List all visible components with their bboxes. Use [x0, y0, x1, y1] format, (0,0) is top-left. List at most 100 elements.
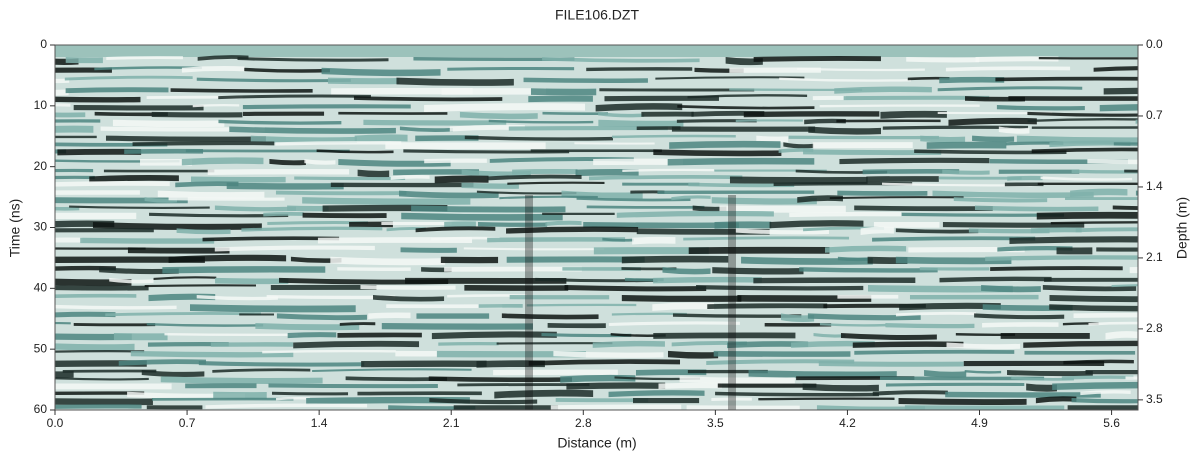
texture-band [895, 256, 1012, 265]
texture-band [655, 76, 805, 80]
x-tick-label: 1.4 [311, 416, 328, 430]
texture-band [632, 236, 676, 245]
texture-band [562, 267, 641, 271]
texture-band [65, 57, 103, 64]
texture-band [589, 175, 743, 181]
texture-band [112, 119, 225, 128]
texture-band [995, 76, 1138, 82]
texture-band [463, 247, 605, 251]
texture-band [113, 333, 168, 341]
texture-band [144, 284, 256, 288]
texture-band [610, 333, 666, 337]
texture-band [1135, 119, 1138, 124]
texture-band [1065, 197, 1138, 201]
texture-band [677, 105, 815, 110]
texture-band [812, 95, 847, 101]
texture-band [990, 266, 1123, 271]
vertical-anomaly [728, 195, 736, 410]
texture-band [758, 397, 895, 401]
texture-band [867, 285, 1013, 293]
texture-band [263, 211, 304, 217]
texture-band [526, 303, 637, 307]
texture-band [55, 228, 154, 233]
texture-band [542, 212, 615, 216]
texture-band [1075, 227, 1138, 233]
texture-band [444, 221, 476, 228]
texture-band [141, 369, 205, 378]
texture-band [662, 267, 711, 275]
texture-band [386, 304, 503, 309]
texture-band [62, 369, 157, 373]
texture-band [715, 391, 879, 397]
texture-band [1049, 140, 1131, 148]
texture-band [1026, 383, 1057, 392]
texture-band [1085, 369, 1138, 375]
texture-band [73, 105, 204, 111]
texture-band [1008, 96, 1138, 101]
texture-band [290, 256, 342, 263]
texture-band [998, 169, 1080, 174]
texture-band [719, 205, 846, 213]
texture-band [1007, 175, 1043, 181]
texture-band [69, 205, 210, 209]
texture-band [339, 322, 376, 326]
texture-band [1129, 267, 1138, 274]
texture-band [55, 304, 177, 310]
y-axis-title: Time (ns) [7, 199, 23, 258]
texture-band [357, 169, 390, 178]
texture-band [162, 266, 326, 274]
texture-band [547, 322, 606, 329]
texture-band [803, 226, 885, 232]
texture-band [1031, 126, 1138, 129]
texture-band [895, 311, 976, 317]
texture-band [55, 168, 94, 173]
texture-band [55, 181, 170, 187]
texture-band [812, 142, 913, 149]
texture-band [598, 111, 645, 118]
y2-tick-label: 2.1 [1146, 250, 1163, 264]
texture-band [205, 403, 368, 409]
texture-band [501, 313, 599, 320]
texture-band [55, 350, 145, 353]
texture-band [55, 247, 146, 250]
texture-band [457, 383, 590, 387]
texture-band [337, 267, 411, 271]
texture-band [1011, 376, 1074, 381]
texture-band [506, 256, 645, 263]
texture-band [641, 111, 694, 117]
texture-band [593, 158, 684, 166]
x-tick-label: 4.2 [839, 416, 856, 430]
texture-band [431, 236, 500, 241]
texture-band [652, 302, 715, 311]
texture-band [1135, 190, 1138, 196]
texture-band [65, 87, 169, 94]
texture-band [688, 182, 795, 188]
texture-band [880, 110, 947, 119]
texture-band [955, 333, 1016, 337]
texture-band [1052, 381, 1138, 391]
texture-band [872, 390, 948, 396]
texture-band [586, 67, 693, 72]
texture-band [1111, 284, 1138, 288]
texture-band [1023, 340, 1138, 348]
texture-band [748, 369, 897, 379]
texture-band [778, 148, 814, 154]
texture-band [168, 197, 285, 201]
texture-band [783, 142, 814, 149]
texture-band [55, 311, 116, 318]
texture-band [813, 333, 846, 338]
texture-band [550, 404, 682, 410]
texture-band [735, 119, 803, 122]
texture-band [904, 405, 1065, 410]
x-axis-title: Distance (m) [557, 435, 636, 451]
texture-band [713, 350, 851, 357]
texture-band [779, 77, 912, 82]
texture-band [363, 119, 507, 126]
y2-tick-label: 1.4 [1146, 179, 1163, 193]
texture-band [181, 66, 245, 73]
texture-band [764, 322, 832, 327]
texture-band [535, 277, 658, 283]
texture-band [478, 221, 548, 227]
texture-band [55, 96, 141, 103]
texture-band [55, 321, 71, 325]
